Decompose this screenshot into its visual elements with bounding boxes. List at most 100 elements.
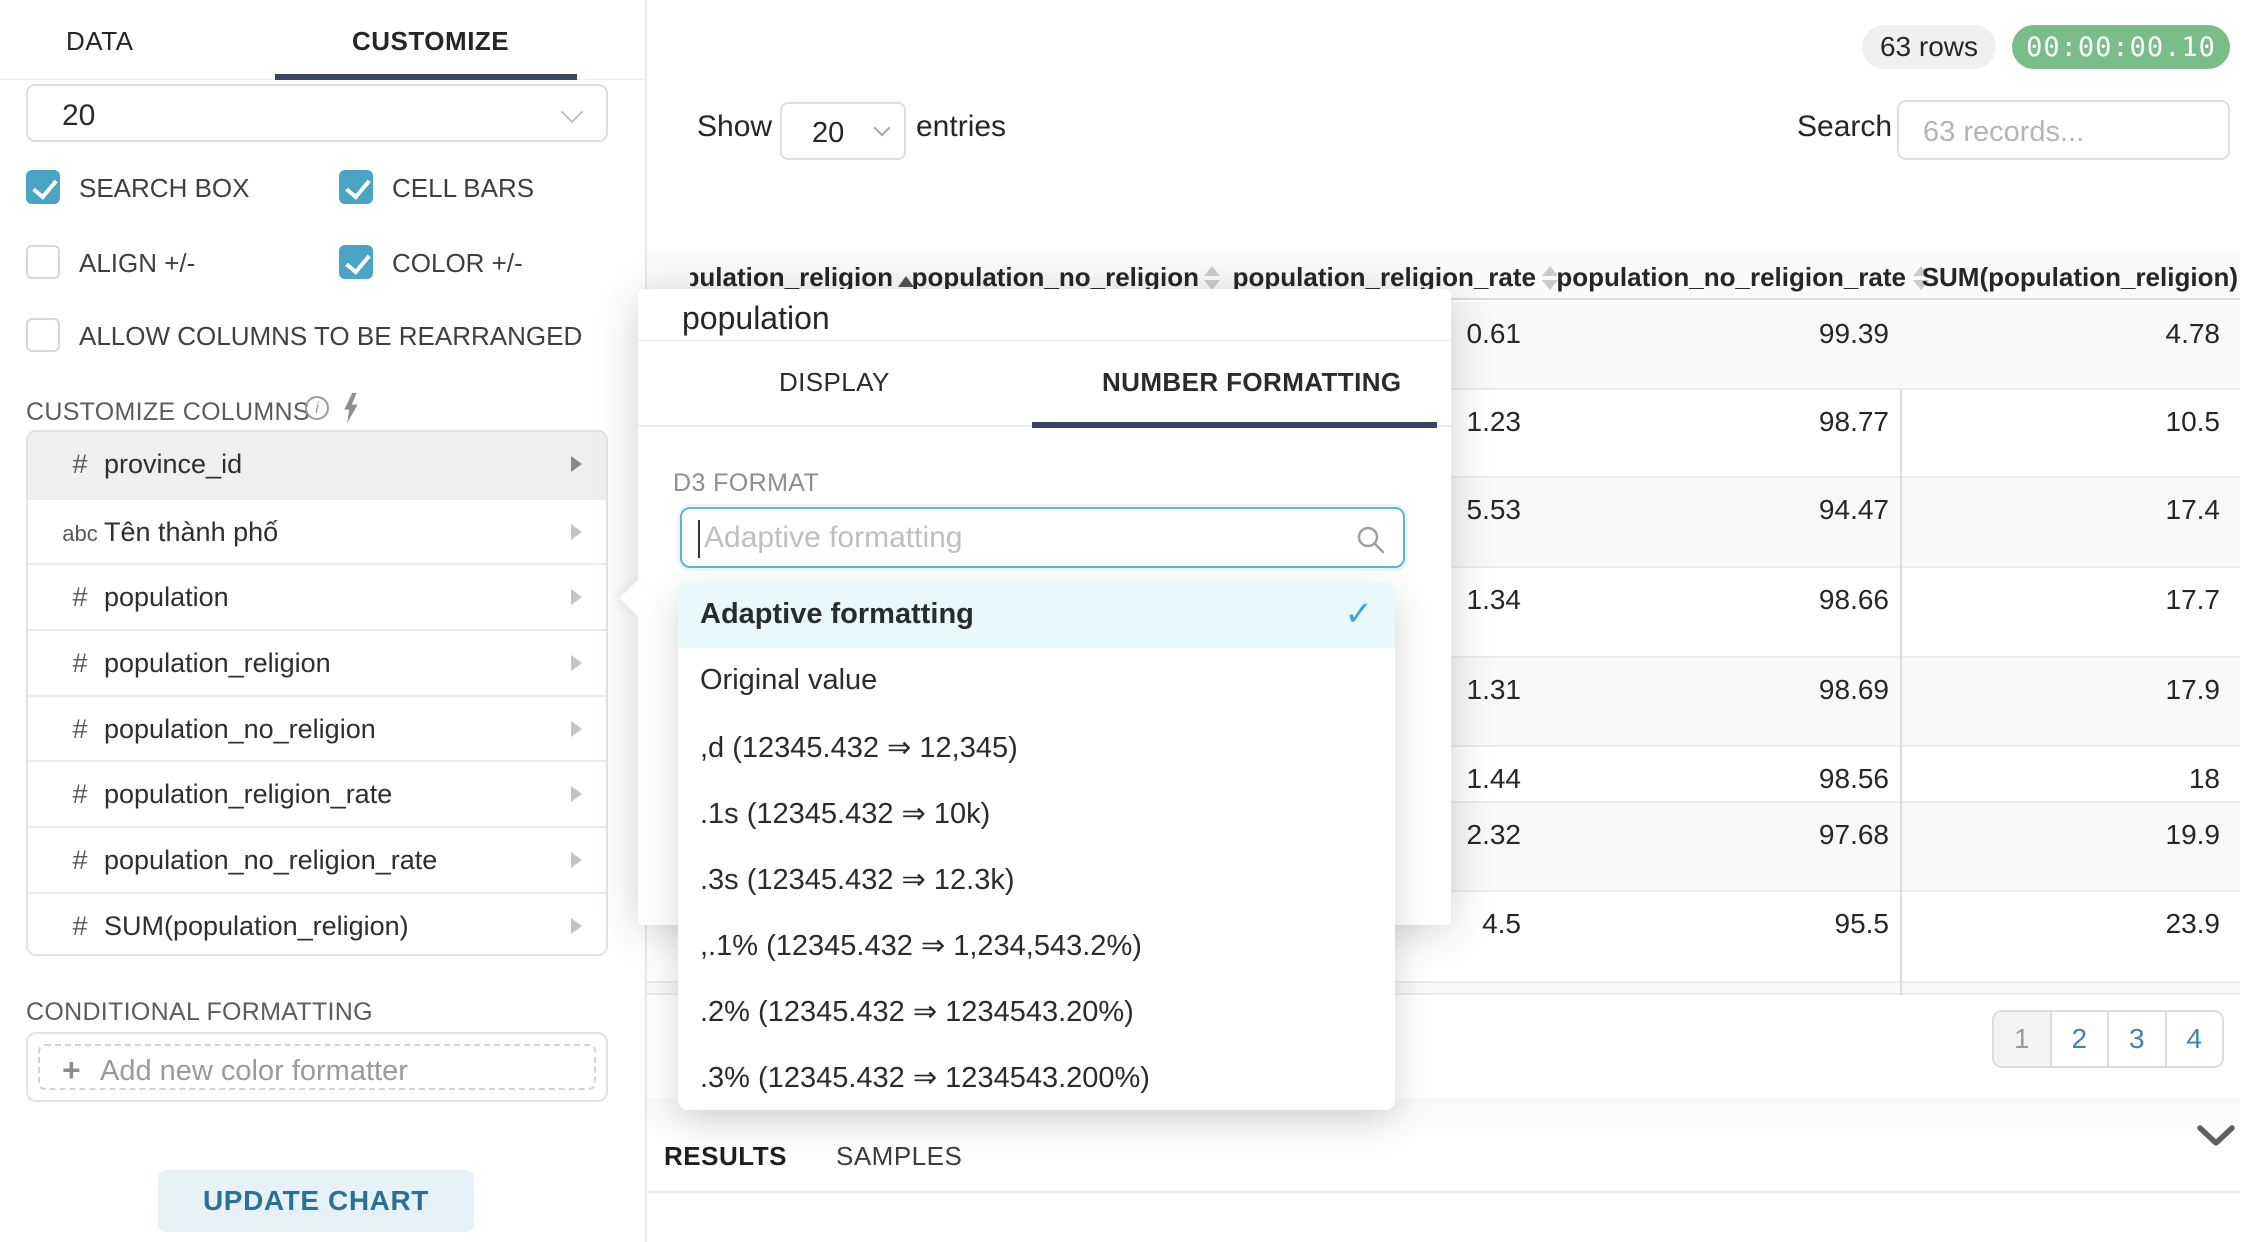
option-label: .3s (12345.432 ⇒ 12.3k) (700, 864, 1015, 896)
column-name: Tên thành phố (104, 516, 279, 547)
option-original-value[interactable]: Original value ✓ (678, 648, 1395, 714)
cell: 98.56 (1818, 763, 1889, 794)
row-limit-select[interactable]: 20 (26, 84, 608, 142)
cell: 17.4 (2165, 494, 2221, 525)
align-checkbox[interactable] (26, 245, 60, 279)
option-1s[interactable]: .1s (12345.432 ⇒ 10k) ✓ (678, 780, 1395, 846)
option-2pct[interactable]: .2% (12345.432 ⇒ 1234543.20%) ✓ (678, 978, 1395, 1044)
header-population-no-religion[interactable]: population_no_religion (911, 262, 1199, 292)
cell: 5.53 (1466, 494, 1522, 525)
tab-display[interactable]: DISPLAY (779, 367, 890, 397)
cell: 98.69 (1818, 674, 1889, 705)
d3-format-input[interactable]: Adaptive formatting (680, 507, 1405, 568)
tab-results[interactable]: RESULTS (664, 1141, 787, 1171)
expand-caret-icon (571, 917, 582, 934)
sort-asc-icon[interactable] (898, 274, 914, 292)
cell-bars-checkbox[interactable] (339, 170, 373, 204)
tab-number-formatting[interactable]: NUMBER FORMATTING (1102, 367, 1402, 397)
format-options-dropdown: Adaptive formatting ✓ Original value ✓ ,… (678, 582, 1395, 1110)
page-size-select[interactable]: 20 (780, 102, 906, 160)
d3-format-placeholder: Adaptive formatting (704, 521, 963, 554)
table-search-input[interactable]: 63 records... (1897, 100, 2230, 160)
customize-columns-list: # province_id abc Tên thành phố # popula… (26, 430, 608, 956)
page-button-1[interactable]: 1 (1994, 1012, 2050, 1066)
checkbox-label: ALLOW COLUMNS TO BE REARRANGED (79, 321, 583, 351)
row-limit-value: 20 (62, 99, 96, 132)
cell: 98.66 (1818, 584, 1889, 615)
cell: 97.68 (1818, 819, 1889, 850)
tab-customize[interactable]: CUSTOMIZE (352, 26, 510, 56)
show-label: Show (697, 110, 773, 143)
page-button-4[interactable]: 4 (2164, 1012, 2222, 1066)
expand-caret-icon (571, 720, 582, 737)
entries-label: entries (916, 110, 1007, 143)
search-box-checkbox[interactable] (26, 170, 60, 204)
tab-samples[interactable]: SAMPLES (836, 1141, 963, 1171)
numeric-type-icon: # (72, 449, 88, 479)
cell: 95.5 (1834, 908, 1890, 939)
header-sum-population-religion[interactable]: SUM(population_religion) (1921, 262, 2238, 292)
sort-icon[interactable] (1542, 266, 1558, 290)
sort-icon[interactable] (1204, 266, 1220, 290)
option-3pct[interactable]: .3% (12345.432 ⇒ 1234543.200%) ✓ (678, 1044, 1395, 1110)
row-count-badge: 63 rows (1862, 25, 1996, 69)
info-icon[interactable]: i (305, 396, 329, 420)
chevron-down-icon (873, 119, 891, 137)
header-population-no-religion-rate[interactable]: population_no_religion_rate (1556, 262, 1906, 292)
expand-caret-icon (571, 589, 582, 606)
customize-columns-label: CUSTOMIZE COLUMNS (26, 398, 310, 426)
column-item-sum-population-religion[interactable]: # SUM(population_religion) (28, 891, 606, 954)
page-size-value: 20 (812, 117, 845, 149)
pagination: 1 2 3 4 (1992, 1010, 2224, 1068)
checkbox-label: CELL BARS (392, 173, 535, 203)
update-chart-button[interactable]: UPDATE CHART (158, 1170, 474, 1232)
cell: 98.77 (1818, 406, 1889, 437)
plus-icon: + (62, 1052, 81, 1088)
header-population-religion-rate[interactable]: population_religion_rate (1232, 262, 1536, 292)
option-adaptive-formatting[interactable]: Adaptive formatting ✓ (678, 582, 1395, 648)
option-comma-d[interactable]: ,d (12345.432 ⇒ 12,345) ✓ (678, 714, 1395, 780)
cell: 1.23 (1466, 406, 1522, 437)
query-timer-badge: 00:00:00.10 (2012, 25, 2230, 69)
active-tab-underline (275, 74, 577, 80)
header-population-religion[interactable]: population_religion (690, 262, 893, 292)
column-item-city-name[interactable]: abc Tên thành phố (28, 497, 606, 564)
popover-title: population (682, 300, 830, 336)
column-item-province-id[interactable]: # province_id (28, 432, 606, 498)
option-label: .2% (12345.432 ⇒ 1234543.20%) (700, 996, 1134, 1028)
option-label: ,d (12345.432 ⇒ 12,345) (700, 732, 1018, 764)
column-name: SUM(population_religion) (104, 910, 409, 941)
column-item-population-no-religion[interactable]: # population_no_religion (28, 694, 606, 761)
option-comma-1pct[interactable]: ,.1% (12345.432 ⇒ 1,234,543.2%) ✓ (678, 912, 1395, 978)
control-panel-tabbar: DATA CUSTOMIZE (0, 0, 645, 80)
add-color-formatter-button[interactable]: + Add new color formatter (38, 1044, 596, 1090)
option-label: .1s (12345.432 ⇒ 10k) (700, 798, 991, 830)
numeric-type-icon: # (72, 582, 88, 613)
column-item-population[interactable]: # population (28, 563, 606, 630)
divider (638, 340, 1451, 341)
search-placeholder: 63 records... (1923, 116, 2085, 148)
rearrange-columns-checkbox[interactable] (26, 318, 60, 352)
color-checkbox[interactable] (339, 245, 373, 279)
cell: 4.78 (2165, 318, 2221, 349)
control-panel: DATA CUSTOMIZE 20 SEARCH BOX CELL BARS A… (0, 0, 647, 1242)
sort-icon[interactable] (1913, 266, 1929, 290)
column-item-population-religion-rate[interactable]: # population_religion_rate (28, 760, 606, 827)
numeric-type-icon: # (72, 779, 88, 810)
collapse-panel-chevron-icon[interactable] (2196, 1124, 2236, 1150)
option-3s[interactable]: .3s (12345.432 ⇒ 12.3k) ✓ (678, 846, 1395, 912)
table-row[interactable]: 4.5 95.5 23.9 (647, 892, 2240, 983)
option-label: Original value (700, 664, 878, 696)
column-divider (1900, 390, 1902, 995)
column-name: population_religion (104, 648, 331, 679)
cell: 19.9 (2165, 819, 2221, 850)
expand-caret-icon (571, 786, 582, 803)
page-button-3[interactable]: 3 (2107, 1012, 2165, 1066)
cell: 94.47 (1818, 494, 1889, 525)
active-tab-underline (1032, 422, 1437, 428)
column-item-population-religion[interactable]: # population_religion (28, 629, 606, 695)
tab-data[interactable]: DATA (66, 26, 134, 56)
page-button-2[interactable]: 2 (2049, 1012, 2107, 1066)
column-item-population-no-religion-rate[interactable]: # population_no_religion_rate (28, 826, 606, 892)
